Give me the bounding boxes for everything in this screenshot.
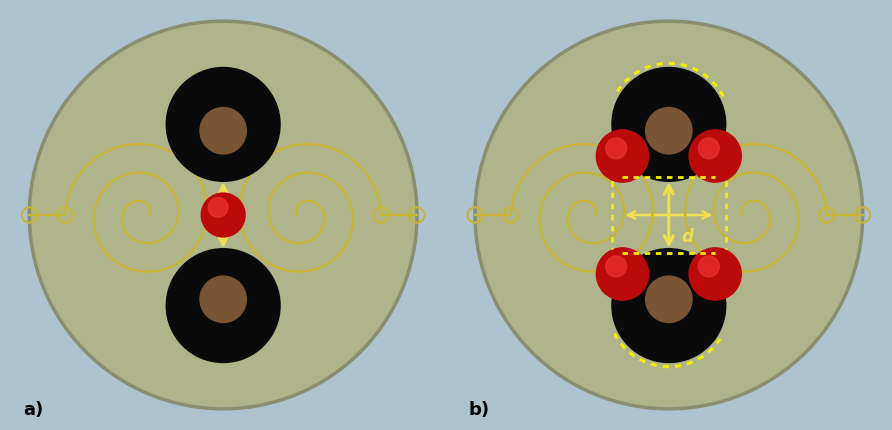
- Circle shape: [698, 138, 719, 159]
- Circle shape: [597, 130, 648, 182]
- Circle shape: [200, 108, 246, 154]
- Text: d: d: [681, 228, 693, 246]
- Circle shape: [612, 249, 726, 362]
- Circle shape: [689, 248, 741, 300]
- Circle shape: [597, 248, 648, 300]
- Circle shape: [202, 193, 245, 237]
- Circle shape: [606, 256, 626, 277]
- Circle shape: [606, 138, 626, 159]
- Circle shape: [29, 21, 417, 409]
- Circle shape: [689, 130, 741, 182]
- Circle shape: [208, 197, 228, 217]
- Circle shape: [166, 68, 280, 181]
- Circle shape: [612, 68, 726, 181]
- Text: a): a): [23, 401, 43, 419]
- Circle shape: [166, 249, 280, 362]
- Circle shape: [698, 256, 719, 277]
- Text: b): b): [468, 401, 490, 419]
- Circle shape: [475, 21, 863, 409]
- Circle shape: [200, 276, 246, 322]
- Circle shape: [646, 276, 692, 322]
- Circle shape: [646, 108, 692, 154]
